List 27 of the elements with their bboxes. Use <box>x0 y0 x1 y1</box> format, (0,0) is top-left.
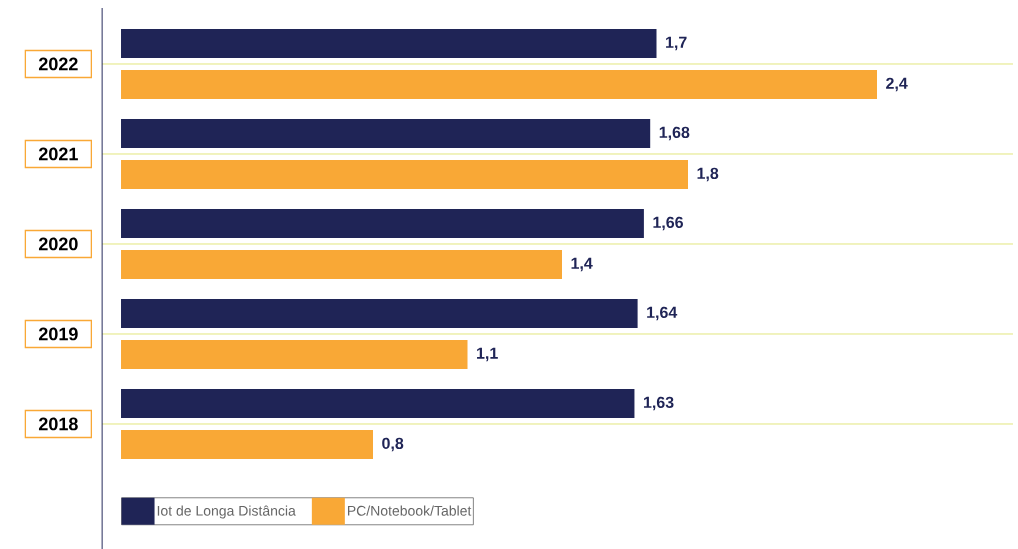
bar <box>121 29 657 58</box>
data-label: 1,7 <box>666 36 687 51</box>
data-label: 1,4 <box>571 257 593 272</box>
bar <box>121 160 688 189</box>
data-label: 1,8 <box>697 167 719 182</box>
data-label: 1,1 <box>477 347 498 362</box>
data-label: 2,4 <box>886 77 908 92</box>
y-tick-label: 2018 <box>38 417 78 431</box>
bar <box>121 249 562 279</box>
legend-label: PC/Notebook/Tablet <box>347 505 472 516</box>
data-label: 1,66 <box>653 216 683 231</box>
bar <box>121 119 651 148</box>
y-tick-label: 2021 <box>38 147 78 161</box>
data-label: 0,8 <box>382 437 404 452</box>
y-tick-label: 2019 <box>38 327 78 341</box>
legend-label: Iot de Longa Distância <box>157 505 296 519</box>
bar <box>121 388 635 418</box>
bar <box>121 70 877 99</box>
bar <box>121 429 374 459</box>
data-label: 1,63 <box>643 396 674 411</box>
y-tick-label: 2022 <box>38 57 78 71</box>
bar <box>121 339 468 369</box>
data-label: 1,68 <box>659 126 690 141</box>
bar <box>121 298 638 328</box>
y-tick-label: 2020 <box>38 237 78 251</box>
bar <box>121 208 644 238</box>
data-label: 1,64 <box>647 306 678 321</box>
